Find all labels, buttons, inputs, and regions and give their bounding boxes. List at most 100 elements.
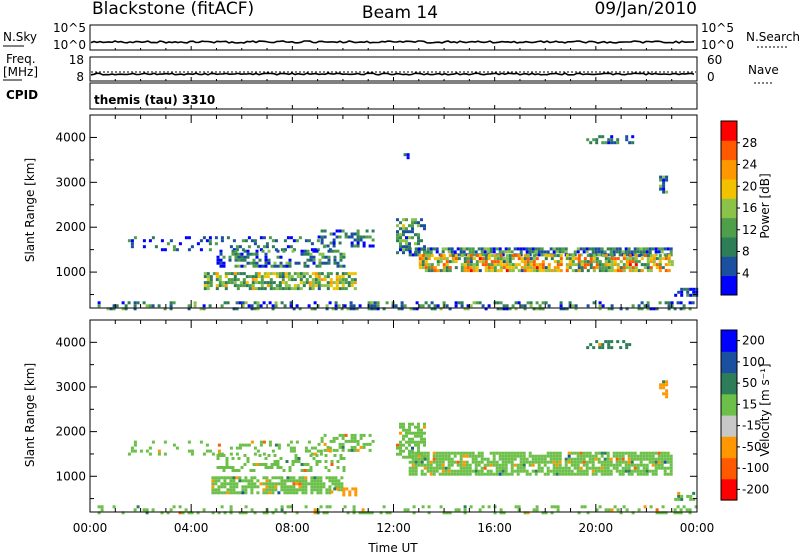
power-cell — [415, 301, 419, 305]
velocity-cell — [447, 466, 451, 470]
velocity-cell — [351, 487, 355, 491]
power-cell — [239, 281, 243, 285]
velocity-cell — [636, 454, 640, 458]
velocity-cell — [259, 440, 263, 444]
power-cell — [637, 304, 641, 308]
power-cell — [496, 301, 500, 305]
velocity-cell — [219, 454, 223, 457]
velocity-cell — [607, 508, 611, 512]
power-cell — [356, 244, 360, 248]
velocity-cell — [645, 451, 649, 455]
power-cell — [243, 255, 247, 259]
power-cell — [333, 255, 337, 259]
power-cell — [234, 255, 238, 259]
power-cell — [280, 248, 284, 252]
power-cell — [344, 287, 348, 291]
power-cell — [550, 269, 554, 273]
velocity-cell — [256, 449, 260, 453]
power-cell — [424, 269, 428, 273]
velocity-cell — [633, 469, 637, 473]
velocity-cell — [304, 476, 308, 480]
power-cell — [187, 248, 191, 252]
velocity-cell — [510, 472, 514, 476]
velocity-cell — [465, 469, 469, 473]
velocity-cell — [423, 425, 426, 429]
velocity-cell — [340, 488, 344, 492]
power-cell — [303, 261, 307, 265]
power-cell — [291, 249, 295, 253]
power-cell — [677, 290, 681, 294]
velocity-cell — [507, 451, 511, 455]
power-cell — [199, 239, 203, 243]
power-cell — [646, 254, 650, 258]
velocity-cell — [426, 460, 430, 464]
velocity-cell — [121, 511, 125, 515]
power-colorbar-label: Power [dB] — [758, 173, 772, 238]
velocity-cell — [642, 466, 646, 470]
colorbar-swatch — [721, 140, 737, 161]
power-cell — [469, 304, 473, 308]
power-cell — [532, 257, 536, 261]
velocity-cell — [229, 482, 233, 486]
velocity-cell — [414, 472, 418, 476]
velocity-cell — [486, 469, 490, 473]
power-cell — [456, 247, 460, 251]
velocity-cell — [229, 476, 233, 480]
velocity-cell — [414, 425, 417, 429]
power-cell — [288, 264, 292, 268]
velocity-cell — [483, 457, 487, 461]
velocity-cell — [468, 454, 472, 458]
power-cell — [254, 275, 258, 279]
velocity-cell — [408, 425, 411, 429]
velocity-cell — [567, 454, 571, 458]
velocity-cell — [297, 457, 301, 460]
velocity-cell — [616, 340, 620, 344]
velocity-cell — [250, 482, 254, 486]
velocity-cell — [591, 466, 595, 470]
velocity-cell — [677, 497, 681, 501]
power-cell — [637, 254, 641, 258]
velocity-cell — [340, 476, 344, 480]
velocity-cell — [399, 446, 402, 450]
velocity-cell — [555, 469, 559, 473]
power-cell — [424, 266, 428, 270]
power-cell — [230, 278, 234, 282]
velocity-cell — [319, 485, 323, 489]
power-cell — [270, 264, 274, 268]
power-cell — [622, 269, 626, 273]
power-cell — [296, 275, 300, 279]
velocity-cell — [396, 443, 399, 447]
power-cell — [680, 290, 684, 294]
ytick-label: 4000 — [55, 335, 86, 349]
velocity-cell — [486, 463, 490, 467]
power-cell — [565, 266, 569, 270]
velocity-cell — [417, 440, 420, 444]
power-cell — [231, 249, 235, 253]
velocity-cell — [411, 451, 415, 455]
power-cell — [244, 301, 248, 305]
velocity-cell — [579, 454, 583, 458]
power-cell — [559, 260, 563, 264]
power-cell — [559, 254, 563, 258]
velocity-cell — [627, 454, 631, 458]
colorbar-swatch — [721, 179, 737, 199]
power-cell — [193, 301, 197, 305]
power-cell — [256, 307, 260, 311]
power-cell — [439, 260, 443, 264]
power-cell — [254, 272, 258, 276]
velocity-cell — [471, 454, 475, 458]
velocity-cell — [447, 454, 451, 458]
power-cell — [271, 307, 275, 311]
velocity-cell — [588, 460, 592, 464]
velocity-cell — [606, 457, 610, 461]
velocity-cell — [412, 511, 416, 515]
power-cell — [657, 247, 661, 251]
velocity-cell — [338, 445, 342, 449]
velocity-cell — [642, 454, 646, 458]
velocity-cell — [576, 454, 580, 458]
velocity-cell — [142, 508, 146, 512]
power-cell — [628, 254, 632, 258]
power-cell — [610, 307, 614, 311]
power-cell — [406, 153, 410, 157]
